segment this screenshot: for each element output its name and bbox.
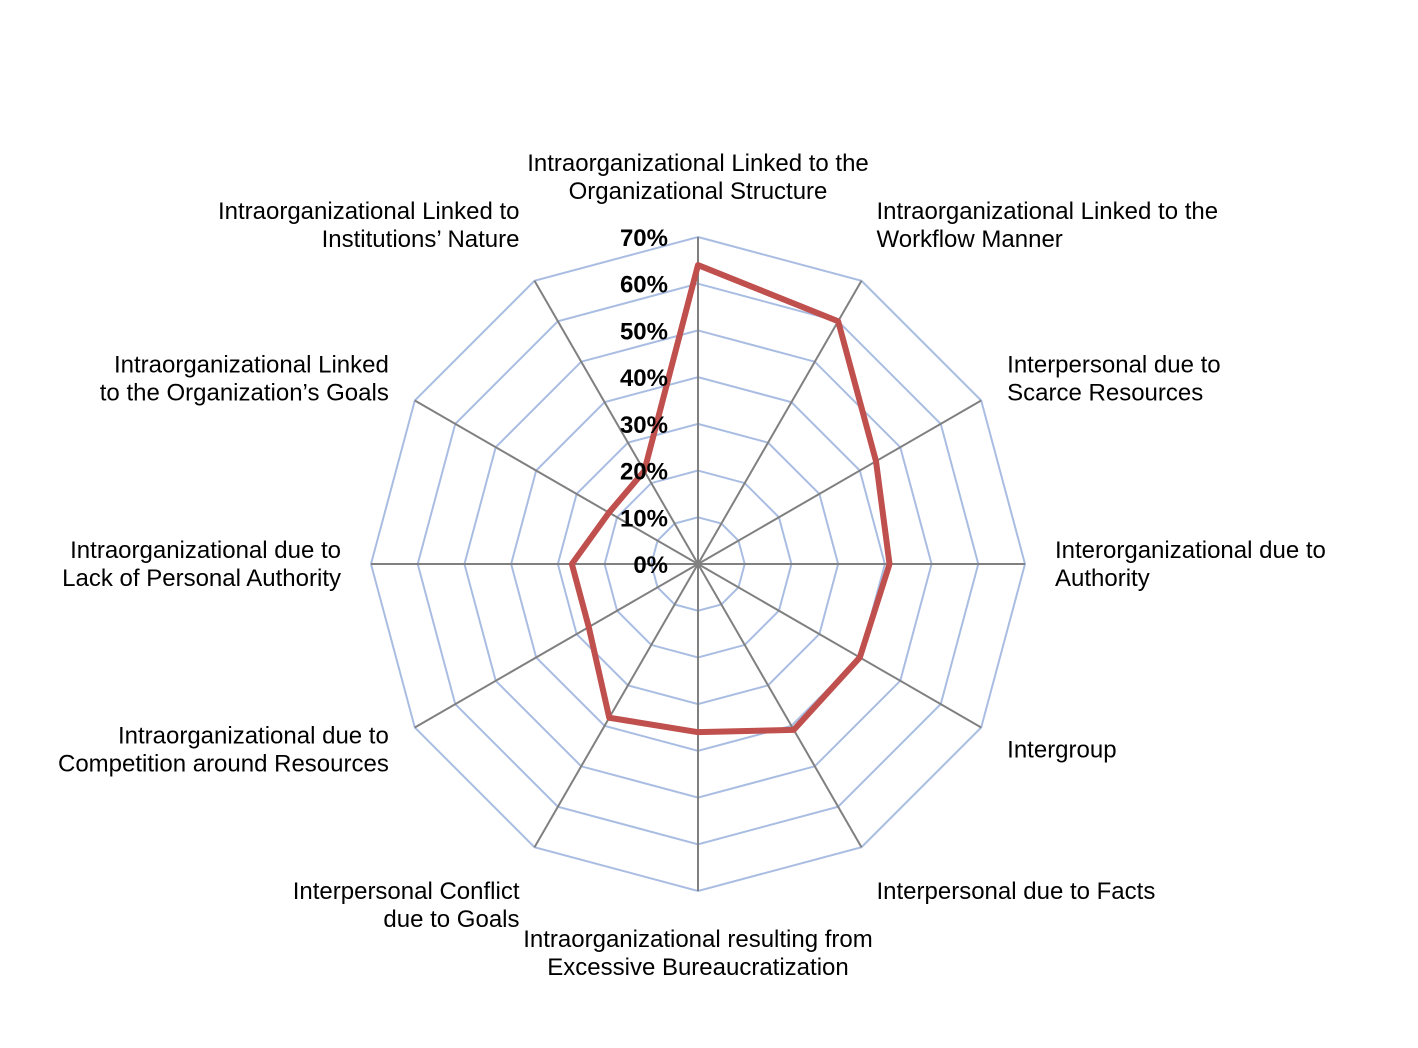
category-labels: Intraorganizational Linked to the Organiz… — [58, 150, 1326, 981]
axis-spoke — [697, 563, 982, 729]
tick-label: 20% — [620, 459, 668, 486]
axis-spoke — [533, 280, 699, 565]
category-label: Intraorganizational due to Lack of Person… — [62, 537, 341, 592]
category-label: Intraorganizational Linked to the Organiz… — [527, 150, 869, 205]
axis-spoke — [533, 563, 699, 848]
tick-label: 50% — [620, 318, 668, 345]
axis-spoke — [697, 563, 863, 848]
category-label: Intraorganizational Linked to Institution… — [218, 198, 520, 253]
axis-spokes — [371, 237, 1025, 891]
axis-spoke — [697, 280, 863, 565]
category-label: Interorganizational due to Authority — [1055, 537, 1326, 592]
category-label: Intraorganizational Linked to the Organiz… — [100, 352, 389, 407]
tick-label: 60% — [620, 272, 668, 299]
category-label: Intraorganizational due to Competition ar… — [58, 723, 389, 778]
category-label: Intraorganizational Linked to the Workflo… — [877, 198, 1219, 253]
radial-tick-labels: 0% 10% 20% 30% 40% 50% 60% 70% — [620, 225, 668, 579]
category-label: Intergroup — [1007, 737, 1116, 764]
category-label: Intraorganizational resulting from Excess… — [523, 926, 873, 981]
tick-label: 30% — [620, 412, 668, 439]
category-label: Interpersonal due to Facts — [877, 878, 1156, 905]
category-label: Interpersonal due to Scarce Resources — [1007, 352, 1220, 407]
category-label: Interpersonal Conflict due to Goals — [293, 878, 520, 933]
data-series — [568, 262, 893, 736]
axis-spoke — [697, 399, 982, 565]
axis-spoke — [414, 399, 699, 565]
axis-spoke — [414, 563, 699, 729]
tick-label: 10% — [620, 505, 668, 532]
tick-label: 40% — [620, 365, 668, 392]
tick-label: 0% — [633, 552, 668, 579]
tick-label: 70% — [620, 225, 668, 252]
